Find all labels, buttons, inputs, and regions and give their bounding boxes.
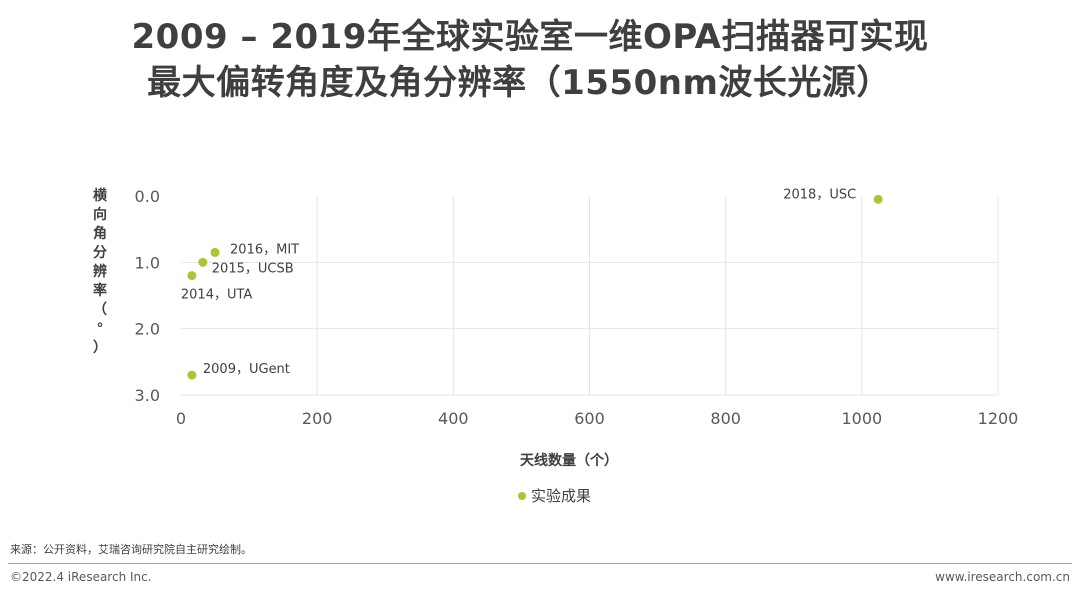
x-axis-title: 天线数量（个）	[520, 452, 618, 469]
data-point	[210, 247, 220, 257]
chart-title: 2009 – 2019年全球实验室一维OPA扫描器可实现 最大偏转角度及角分辨率…	[0, 14, 1080, 106]
x-tick-label: 0	[176, 409, 186, 428]
source-note: 来源：公开资料，艾瑞咨询研究院自主研究绘制。	[10, 543, 252, 556]
y-tick-label: 1.0	[135, 253, 160, 272]
y-axis-title-char: 率	[93, 282, 107, 299]
y-axis-title-char: 角	[93, 225, 107, 242]
data-label: 2009，UGent	[203, 362, 290, 377]
x-tick-label: 200	[302, 409, 333, 428]
data-label: 2014，UTA	[181, 288, 253, 303]
y-axis-title-char: °	[97, 321, 104, 337]
data-point	[198, 257, 208, 267]
x-tick-label: 800	[710, 409, 741, 428]
website-link[interactable]: www.iresearch.com.cn	[935, 570, 1070, 584]
data-point	[873, 194, 883, 204]
y-axis-title-char: 横	[93, 187, 108, 204]
grid-layer	[181, 196, 999, 396]
legend: 实验成果	[518, 487, 591, 505]
y-axis-title-char: （	[93, 302, 107, 318]
x-tick-label: 600	[574, 409, 605, 428]
chart-title-line1: 2009 – 2019年全球实验室一维OPA扫描器可实现	[131, 17, 929, 57]
footer-divider	[8, 563, 1072, 564]
legend-marker	[518, 492, 526, 500]
axis-layer: 0 200 400 600 800 1000 1200 0.0 1.0 2.0 3.0	[135, 187, 1019, 428]
x-tick-label: 1200	[978, 409, 1019, 428]
chart-title-line2: 最大偏转角度及角分辨率（1550nm波长光源）	[147, 63, 891, 103]
points-layer	[187, 194, 883, 380]
y-tick-label: 3.0	[135, 386, 160, 405]
y-axis-title-char: ）	[93, 340, 107, 356]
y-axis-title-char: 辨	[93, 263, 107, 280]
y-tick-label: 2.0	[135, 320, 160, 339]
x-tick-label: 1000	[841, 409, 882, 428]
y-axis-title-char: 分	[93, 245, 107, 261]
y-axis-title-char: 向	[93, 206, 107, 223]
x-tick-label: 400	[438, 409, 469, 428]
y-tick-label: 0.0	[135, 187, 160, 206]
data-label: 2016，MIT	[230, 242, 299, 257]
data-point	[187, 271, 197, 281]
data-label: 2015，UCSB	[212, 261, 294, 276]
legend-label: 实验成果	[531, 487, 591, 505]
copyright-text: ©2022.4 iResearch Inc.	[10, 570, 152, 584]
data-label: 2018，USC	[783, 187, 856, 202]
labels-layer: 2009，UGent 2014，UTA 2015，UCSB 2016，MIT 2018，…	[181, 187, 856, 377]
data-point	[187, 370, 197, 380]
